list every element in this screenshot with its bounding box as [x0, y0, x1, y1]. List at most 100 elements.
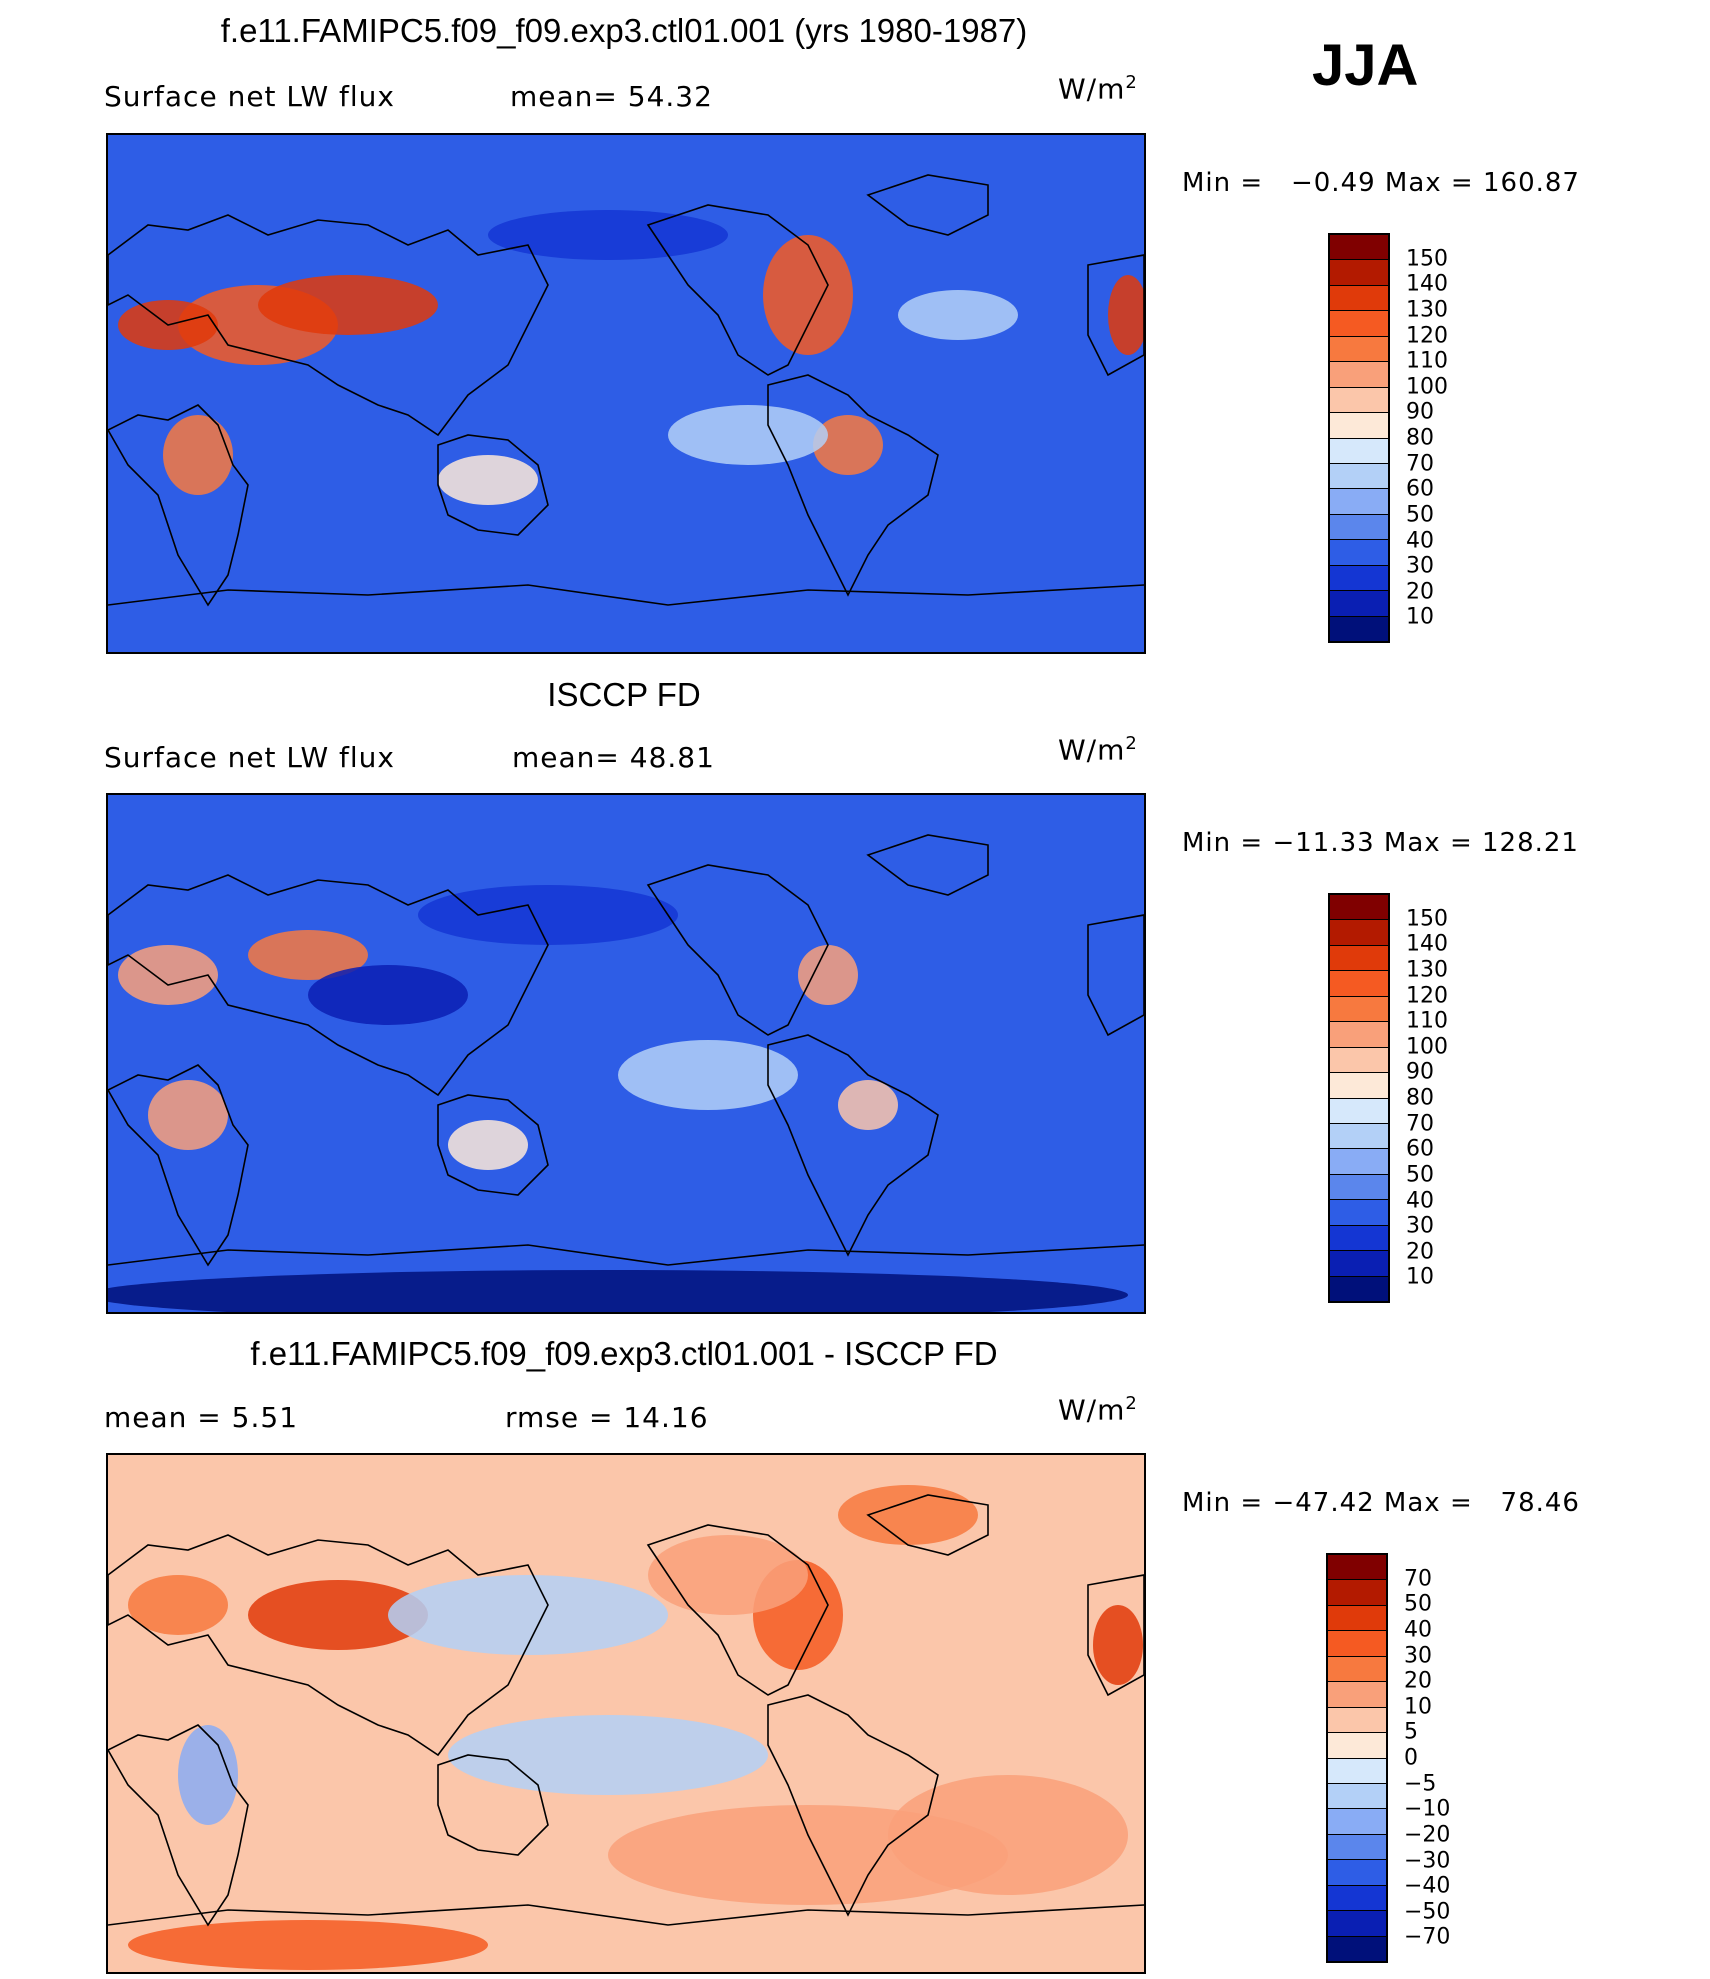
colorbar-swatch [1330, 1224, 1388, 1251]
coastline [108, 1724, 249, 1927]
colorbar-swatch [1330, 1072, 1388, 1098]
colorbar-swatch [1330, 1148, 1388, 1174]
colorbar-tick-label: −20 [1404, 1822, 1451, 1848]
coastline [767, 374, 939, 597]
coastline [437, 1094, 549, 1196]
colorbar-tick-label: 130 [1406, 297, 1448, 323]
colorbar-tick-label: 50 [1404, 1591, 1432, 1617]
field-contour-region [258, 275, 438, 335]
field-contour-region [763, 235, 853, 355]
colorbar-tick-label: 150 [1406, 906, 1448, 932]
colorbar-tick-label: 80 [1406, 425, 1434, 451]
colorbar-swatch [1330, 386, 1388, 413]
coastline [866, 834, 989, 896]
colorbar-tick-label: 40 [1406, 528, 1434, 553]
field-contour-region [178, 1725, 238, 1825]
season-label: JJA [1312, 33, 1419, 98]
panel1-map [106, 133, 1146, 654]
colorbar-swatch [1328, 1935, 1386, 1961]
colorbar-swatch [1330, 462, 1388, 489]
panel2-title: ISCCP FD [547, 676, 701, 713]
colorbar-tick-label: 90 [1406, 1059, 1434, 1085]
colorbar-swatch [1330, 361, 1388, 387]
panel2-map [106, 793, 1146, 1314]
panel3-units: W/m2 [1058, 1393, 1138, 1427]
colorbar-tick-label: 100 [1406, 374, 1448, 400]
field-contour-region [128, 1575, 228, 1635]
panel2-mean: mean= 48.81 [512, 741, 715, 774]
panel3-colorbar [1326, 1553, 1388, 1963]
panel2-units: W/m2 [1058, 733, 1138, 767]
colorbar-tick-label: 30 [1404, 1643, 1432, 1668]
colorbar-tick-label: 10 [1406, 1264, 1434, 1290]
field-contour-region [1108, 275, 1144, 355]
colorbar-swatch [1328, 1706, 1386, 1733]
field-contour-region [488, 210, 728, 260]
colorbar-tick-label: 40 [1406, 1188, 1434, 1213]
field-contour-region [388, 1575, 668, 1655]
panel3-title: f.e11.FAMIPC5.f09_f09.exp3.ctl01.001 - I… [250, 1335, 998, 1372]
colorbar-swatch [1328, 1555, 1386, 1580]
colorbar-tick-label: 70 [1406, 451, 1434, 477]
panel1-variable-label: Surface net LW flux [104, 80, 395, 113]
colorbar-swatch [1330, 590, 1388, 616]
field-contour-region [668, 405, 828, 465]
coastline [437, 1754, 549, 1856]
colorbar-swatch [1330, 437, 1388, 463]
field-contour-region [898, 290, 1018, 340]
field-contour-region [128, 1920, 488, 1970]
colorbar-tick-label: 150 [1406, 246, 1448, 272]
colorbar-swatch [1328, 1655, 1386, 1682]
panel1-field [108, 135, 1144, 652]
colorbar-tick-label: 130 [1406, 957, 1448, 983]
colorbar-tick-label: 110 [1406, 348, 1448, 374]
panel3-rmse: rmse = 14.16 [505, 1401, 709, 1434]
colorbar-tick-label: −70 [1404, 1924, 1451, 1950]
field-contour-region [798, 945, 858, 1005]
coastline [767, 1694, 939, 1917]
panel1-title: f.e11.FAMIPC5.f09_f09.exp3.ctl01.001 (yr… [220, 12, 1028, 49]
colorbar-swatch [1330, 1097, 1388, 1123]
colorbar-swatch [1330, 259, 1388, 285]
colorbar-swatch [1330, 235, 1388, 260]
field-contour-region [438, 455, 538, 505]
colorbar-swatch [1330, 310, 1388, 336]
colorbar-swatch [1328, 1757, 1386, 1783]
colorbar-swatch [1328, 1910, 1386, 1936]
colorbar-swatch [1330, 944, 1388, 971]
field-contour-region [648, 1535, 808, 1615]
colorbar-swatch [1330, 412, 1388, 438]
colorbar-tick-label: 60 [1406, 1136, 1434, 1162]
colorbar-tick-label: 110 [1406, 1008, 1448, 1034]
coastline [108, 584, 1144, 606]
colorbar-swatch [1330, 513, 1388, 540]
colorbar-tick-label: 30 [1406, 553, 1434, 579]
colorbar-tick-label: 50 [1406, 1162, 1434, 1188]
coastline [1087, 254, 1144, 377]
colorbar-swatch [1330, 488, 1388, 514]
colorbar-swatch [1330, 1275, 1388, 1301]
colorbar-swatch [1330, 564, 1388, 591]
panel2-variable-label: Surface net LW flux [104, 741, 395, 774]
field-contour-region [888, 1775, 1128, 1895]
colorbar-tick-label: −10 [1404, 1796, 1451, 1822]
colorbar-tick-label: 5 [1404, 1719, 1418, 1745]
colorbar-swatch [1330, 615, 1388, 641]
field-contour-region [813, 415, 883, 475]
field-background [108, 795, 1144, 1312]
panel3-minmax: Min = −47.42 Max = 78.46 [1182, 1488, 1580, 1518]
colorbar-tick-label: 70 [1404, 1566, 1432, 1592]
colorbar-tick-label: 50 [1406, 502, 1434, 528]
field-contour-region [838, 1485, 978, 1545]
panel3-map [106, 1453, 1146, 1974]
colorbar-tick-label: 120 [1406, 323, 1448, 348]
colorbar-tick-label: 20 [1404, 1668, 1432, 1694]
panel2-minmax: Min = −11.33 Max = 128.21 [1182, 828, 1579, 858]
colorbar-swatch [1328, 1859, 1386, 1885]
field-contour-region [448, 1715, 768, 1795]
colorbar-tick-label: 120 [1406, 983, 1448, 1008]
coastline [646, 1524, 829, 1696]
colorbar-swatch [1330, 1122, 1388, 1149]
colorbar-tick-label: 10 [1404, 1694, 1432, 1720]
colorbar-swatch [1328, 1808, 1386, 1834]
